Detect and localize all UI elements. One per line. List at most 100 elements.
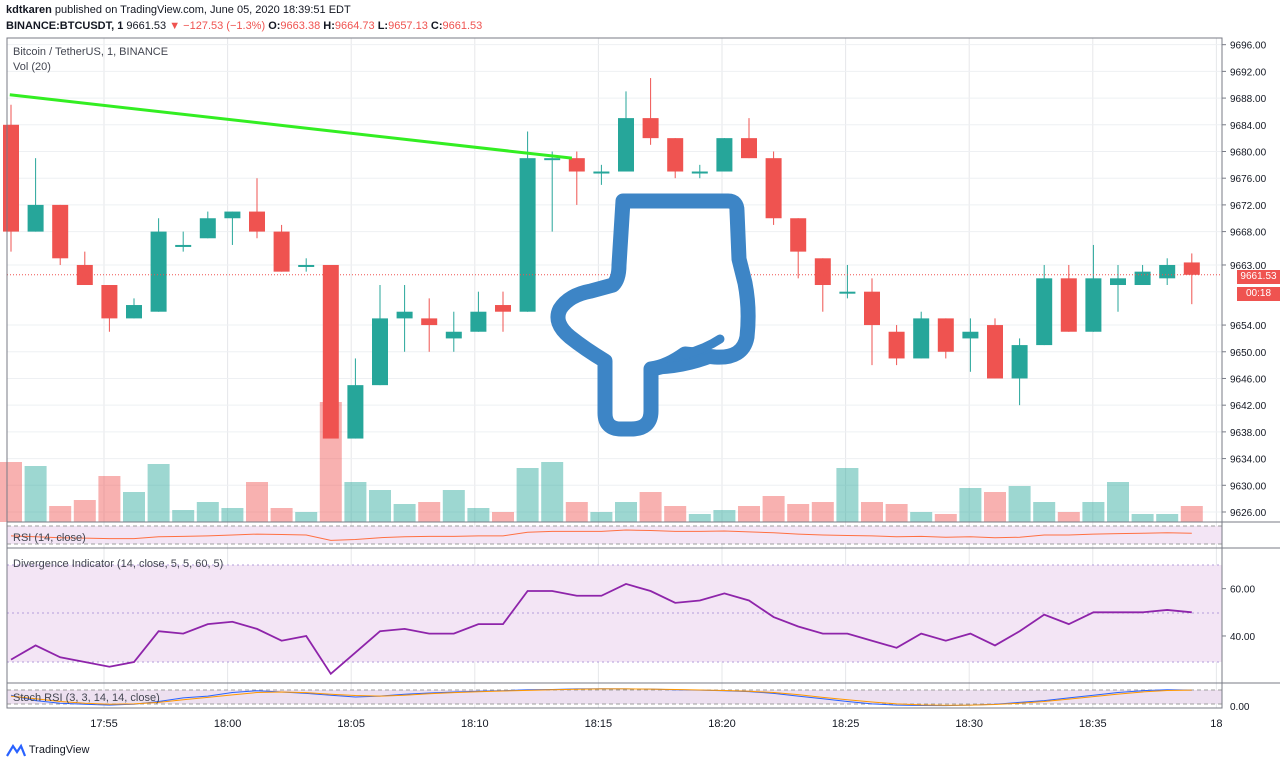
volume-bar xyxy=(221,508,244,522)
volume-bar xyxy=(1082,502,1105,522)
candle-body xyxy=(913,318,930,359)
volume-bar xyxy=(762,496,785,522)
volume-bar xyxy=(1156,514,1179,522)
price-tick-label: 9684.00 xyxy=(1230,121,1267,132)
symbol-title[interactable]: Bitcoin / TetherUS, 1, BINANCE xyxy=(13,46,169,58)
publish-line: kdtkaren published on TradingView.com, J… xyxy=(6,4,351,16)
volume-bar xyxy=(959,488,982,522)
volume-bar xyxy=(590,512,613,522)
candle-body xyxy=(421,318,438,326)
open-value: 9663.38 xyxy=(280,20,321,32)
price-tick-label: 9668.00 xyxy=(1230,228,1267,239)
price-tick-label: 9696.00 xyxy=(1230,41,1267,52)
volume-bar xyxy=(467,508,490,522)
candle-body xyxy=(372,318,388,386)
candle-body xyxy=(642,118,659,139)
candle-body xyxy=(667,138,684,172)
time-tick-label: 18:00 xyxy=(214,718,242,730)
volume-bar xyxy=(24,466,47,522)
volume-bar xyxy=(1107,482,1129,522)
candle-body xyxy=(839,291,856,294)
high-label: H: xyxy=(323,20,335,32)
divergence-line xyxy=(10,582,1192,676)
volume-bar xyxy=(344,482,367,522)
volume-bar xyxy=(664,506,687,522)
volume-bar xyxy=(861,502,883,522)
candle-body xyxy=(937,318,954,352)
volume-bar xyxy=(295,512,318,522)
div-tick-label: 60.00 xyxy=(1230,585,1255,596)
volume-bar xyxy=(49,506,72,522)
volume-bar xyxy=(1131,514,1154,522)
stoch-rsi-label[interactable]: Stoch RSI (3, 3, 14, 14, close) xyxy=(13,692,160,704)
volume-bar xyxy=(910,512,933,522)
price-tick-label: 9692.00 xyxy=(1230,67,1267,78)
volume-label[interactable]: Vol (20) xyxy=(13,61,51,73)
candle-body xyxy=(175,244,192,247)
candle-body xyxy=(396,311,413,319)
trendline xyxy=(9,93,573,160)
time-tick-label: 17:55 xyxy=(90,718,118,730)
indicator-pane-backgrounds xyxy=(7,525,1222,705)
volume-bar xyxy=(98,476,121,522)
volume-bar xyxy=(885,504,908,522)
candle-body xyxy=(126,305,142,319)
volume-bar xyxy=(270,508,293,522)
stoch-tick-label: 0.00 xyxy=(1230,702,1250,713)
time-tick-label: 18:30 xyxy=(955,718,983,730)
candle-body xyxy=(27,204,44,232)
candle-body xyxy=(347,385,364,439)
tradingview-wordmark: TradingView xyxy=(28,743,90,756)
volume-bar xyxy=(615,502,637,522)
candle-body xyxy=(593,171,610,174)
close-value: 9661.53 xyxy=(442,20,483,32)
volume-bar xyxy=(0,462,22,522)
candle-body xyxy=(199,218,216,239)
div-tick-label: 40.00 xyxy=(1230,632,1255,643)
volume-bar xyxy=(713,510,736,522)
time-tick-label: 18:20 xyxy=(708,718,736,730)
candle-body xyxy=(1183,262,1200,275)
volume-bar xyxy=(1033,502,1056,522)
last-price-badge: 9661.53 xyxy=(1237,270,1280,284)
candle-body xyxy=(495,305,511,312)
close-label: C: xyxy=(430,20,443,32)
volume-bar xyxy=(172,510,195,522)
rsi-band xyxy=(7,526,1222,544)
candle-body xyxy=(249,211,265,232)
price-tick-label: 9638.00 xyxy=(1230,428,1267,439)
volume-bar xyxy=(811,502,834,522)
volume-bar xyxy=(1180,506,1203,522)
tradingview-icon xyxy=(6,743,27,757)
volume-bar xyxy=(516,468,539,522)
time-tick-label: 18 xyxy=(1210,718,1222,730)
price-tick-label: 9688.00 xyxy=(1230,94,1267,105)
divergence-label[interactable]: Divergence Indicator (14, close, 5, 5, 6… xyxy=(13,558,224,570)
candle-body xyxy=(101,285,118,319)
candle-body xyxy=(544,158,561,161)
candle-body xyxy=(814,258,831,286)
candle-body xyxy=(765,158,782,219)
low-label: L: xyxy=(377,20,389,32)
candle-body xyxy=(864,291,880,326)
candle-body xyxy=(322,264,339,439)
candle-body xyxy=(150,231,167,312)
axes: 17:55 18:00 18:05 18:10 18:15 18:20 18:25 18:30… xyxy=(6,37,1280,730)
divergence-band xyxy=(7,565,1222,662)
high-value: 9664.73 xyxy=(334,20,375,32)
volume-bar xyxy=(1008,486,1031,522)
volume-bar xyxy=(246,482,268,522)
candle-body xyxy=(716,138,733,172)
candle-body xyxy=(1134,271,1151,286)
author-name[interactable]: kdtkaren xyxy=(6,4,52,16)
tradingview-logo[interactable]: TradingView xyxy=(6,743,89,757)
volume-bar xyxy=(147,464,170,522)
last-price: 9661.53 xyxy=(126,20,167,32)
price-tick-label: 9680.00 xyxy=(1230,147,1267,158)
candle-body xyxy=(790,218,807,252)
time-tick-label: 18:10 xyxy=(461,718,489,730)
rsi-label[interactable]: RSI (14, close) xyxy=(13,532,86,544)
volume-bar xyxy=(541,462,564,522)
